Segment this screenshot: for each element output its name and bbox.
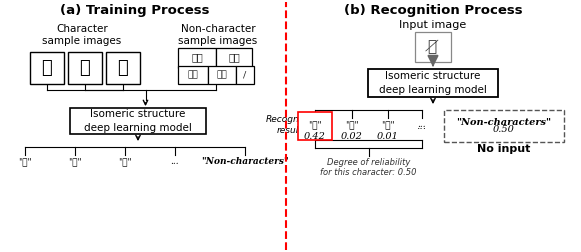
- Text: Character
sample images: Character sample images: [42, 24, 121, 46]
- Text: Non-character
sample images: Non-character sample images: [178, 24, 257, 46]
- Text: 无: 无: [42, 59, 52, 77]
- Text: (a) Training Process: (a) Training Process: [60, 4, 210, 17]
- Text: "无": "无": [18, 157, 32, 166]
- Bar: [368, 69, 498, 97]
- Text: Isomeric structure
deep learning model: Isomeric structure deep learning model: [84, 109, 192, 133]
- Text: Degree of reliability
for this character: 0.50: Degree of reliability for this character…: [320, 158, 417, 177]
- Text: "Non-characters": "Non-characters": [201, 157, 289, 166]
- Text: 0.50: 0.50: [493, 125, 515, 134]
- Text: 直: 直: [117, 59, 128, 77]
- Text: Recognition
results:: Recognition results:: [266, 115, 320, 135]
- Text: ...: ...: [417, 121, 427, 131]
- Text: 0.02: 0.02: [341, 132, 363, 141]
- Text: ...: ...: [171, 157, 180, 166]
- Bar: [30, 52, 64, 84]
- Text: "直": "直": [381, 120, 395, 129]
- Text: 无法: 无法: [191, 53, 203, 62]
- Bar: [444, 110, 564, 142]
- Bar: [106, 52, 140, 84]
- Text: 无̸: 无̸: [428, 40, 437, 54]
- Text: Isomeric structure
deep learning model: Isomeric structure deep learning model: [379, 71, 487, 95]
- Text: (b) Recognition Process: (b) Recognition Process: [344, 4, 522, 17]
- Text: 法: 法: [80, 59, 91, 77]
- Text: "直": "直": [118, 157, 132, 166]
- Text: No input: No input: [478, 144, 530, 154]
- Bar: [68, 52, 102, 84]
- Text: ...: ...: [418, 120, 426, 129]
- Bar: [415, 32, 451, 62]
- Text: 直拍: 直拍: [217, 71, 227, 79]
- Bar: [178, 66, 208, 84]
- Text: /: /: [243, 71, 246, 79]
- Text: 摄影: 摄影: [228, 53, 240, 62]
- Text: "无": "无": [308, 120, 322, 129]
- Bar: [298, 112, 332, 140]
- Text: "法": "法": [68, 157, 82, 166]
- Bar: [208, 66, 236, 84]
- Bar: [70, 108, 206, 134]
- Text: "法": "法": [345, 120, 359, 129]
- Text: 0.42: 0.42: [304, 132, 326, 141]
- Text: "Non-characters": "Non-characters": [457, 118, 551, 127]
- Bar: [178, 48, 216, 68]
- Text: 去直: 去直: [188, 71, 198, 79]
- Text: 0.01: 0.01: [377, 132, 399, 141]
- Text: Input image: Input image: [399, 20, 467, 30]
- Bar: [236, 66, 254, 84]
- Bar: [216, 48, 252, 68]
